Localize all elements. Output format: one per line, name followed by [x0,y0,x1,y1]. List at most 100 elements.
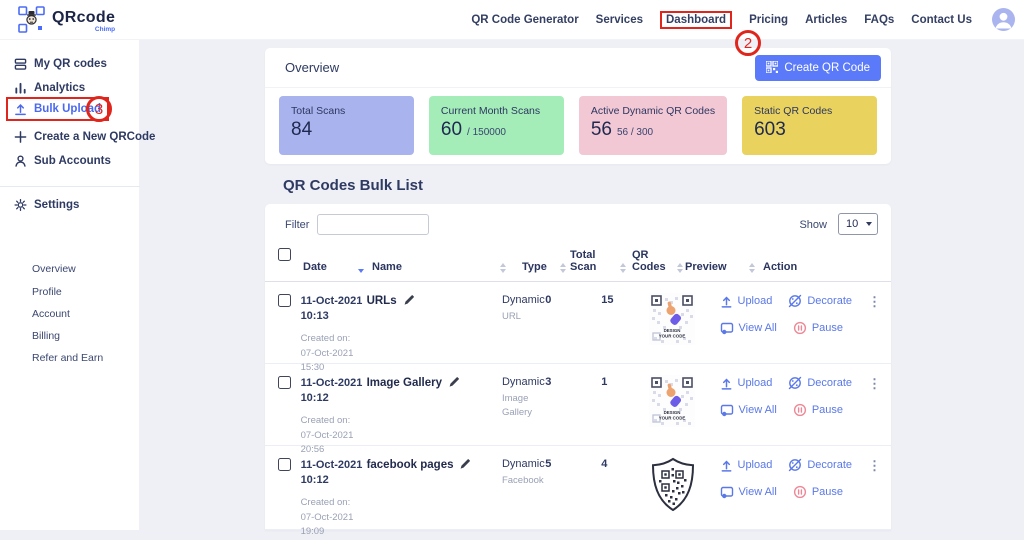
sidebar-item-settings[interactable]: Settings [14,195,79,215]
pause-button[interactable]: Pause [793,321,843,335]
sidebar-item-label: Create a New QRCode [34,131,156,143]
nav-item-services[interactable]: Services [595,14,643,26]
brand-logo[interactable]: QRcode Chimp [18,6,115,38]
sort-name-icon[interactable] [500,263,506,274]
bulk-list-card: Filter Show 10 Date Name Type Total Scan… [265,204,891,537]
row-type: Dynamic [501,376,545,388]
stat-card-active-dynamic-qr-codes: Active Dynamic QR Codes 56 56 / 300 [578,96,728,155]
kebab-menu-icon[interactable]: ⋮ [868,293,881,309]
edit-pencil-icon[interactable] [459,458,471,473]
view-all-button[interactable]: View All [720,486,777,499]
chevron-down-icon [866,222,872,226]
decorate-button[interactable]: Decorate [788,458,852,472]
decorate-button[interactable]: Decorate [788,376,852,390]
sidebar-item-analytics[interactable]: Analytics [14,78,85,98]
nav-item-pricing[interactable]: Pricing [749,14,789,26]
sidebar-item-label: Sub Accounts [34,155,111,167]
row-total-scan: 5 [545,458,552,470]
sort-qr-codes-icon[interactable] [677,263,683,274]
row-subtype: Image Gallery [501,393,533,419]
nav-item-contact-us[interactable]: Contact Us [911,14,972,26]
edit-pencil-icon[interactable] [403,294,415,309]
create-qr-code-button[interactable]: Create QR Code [755,55,881,81]
sidebar-item-my-qr-codes[interactable]: My QR codes [14,54,107,74]
view-all-button[interactable]: View All [720,322,777,335]
svg-text:YOUR CODE: YOUR CODE [659,416,686,421]
sidebar-item-label: Analytics [34,82,86,94]
qr-preview-thumbnail[interactable]: DESIGN YOUR CODE [649,375,696,445]
edit-pencil-icon[interactable] [448,376,460,391]
row-checkbox[interactable] [278,294,291,307]
filter-input[interactable] [317,214,429,235]
upload-icon [14,102,27,116]
row-qr-codes: 1 [601,376,608,388]
svg-text:YOUR CODE: YOUR CODE [659,334,686,339]
sidebar-item-profile[interactable]: Profile [32,286,62,298]
row-total-scan: 3 [545,376,552,388]
sort-date-icon[interactable] [358,269,364,274]
row-name: URLs [366,295,397,307]
view-all-button[interactable]: View All [720,404,777,417]
column-action: Action [763,261,798,274]
select-all-checkbox[interactable] [278,248,291,261]
gear-icon [14,198,27,212]
sidebar-item-sub-accounts[interactable]: Sub Accounts [14,151,111,171]
nav-item-articles[interactable]: Articles [805,14,848,26]
show-select[interactable]: 10 [838,213,878,235]
sidebar-item-refer-and-earn[interactable]: Refer and Earn [32,352,104,364]
row-type: Dynamic [501,458,545,470]
row-checkbox[interactable] [278,458,291,471]
upload-button[interactable]: Upload [720,377,772,390]
stat-card-total-scans: Total Scans 84 [279,96,414,155]
sidebar: My QR codes Analytics Bulk Upload Create… [0,40,155,530]
annotation-step-2: 2 [735,30,761,56]
row-date: 11-Oct-2021 10:12 [300,459,363,487]
pause-button[interactable]: Pause [793,485,843,499]
column-type: Type [522,261,547,274]
row-date: 11-Oct-2021 10:12 [300,377,363,405]
qr-preview-thumbnail[interactable]: DESIGN YOUR CODE [649,293,696,363]
qr-cards-icon [14,57,27,71]
kebab-menu-icon[interactable]: ⋮ [868,375,881,391]
column-name: Name [372,261,402,274]
upload-button[interactable]: Upload [720,459,772,472]
stats-row: Total Scans 84 Current Month Scans 60/ 1… [279,96,878,155]
logo-subtitle: Chimp [94,26,116,34]
bar-chart-icon [14,81,27,95]
sort-type-icon[interactable] [560,263,566,274]
column-qr-codes: QR Codes [632,248,666,274]
row-checkbox[interactable] [278,376,291,389]
nav-item-faqs[interactable]: FAQs [864,14,895,26]
sort-preview-icon[interactable] [749,263,755,274]
row-name: facebook pages [366,459,454,471]
sidebar-item-billing[interactable]: Billing [32,330,61,342]
upload-button[interactable]: Upload [720,295,772,308]
row-name: Image Gallery [366,377,442,389]
filter-label: Filter [285,219,310,231]
row-qr-codes: 15 [601,294,614,306]
sort-total-scan-icon[interactable] [620,263,626,274]
sidebar-item-overview[interactable]: Overview [32,263,76,275]
main-nav: QR Code Generator Services Dashboard Pri… [471,0,972,40]
row-date: 11-Oct-2021 10:13 [300,295,363,323]
pause-button[interactable]: Pause [793,403,843,417]
svg-text:DESIGN: DESIGN [664,410,681,415]
user-avatar[interactable] [992,8,1015,31]
sidebar-item-label: My QR codes [34,58,107,70]
column-preview: Preview [685,261,727,274]
svg-text:DESIGN: DESIGN [664,328,681,333]
row-subtype: Facebook [501,475,544,486]
sidebar-item-account[interactable]: Account [32,308,70,320]
logo-title: QRcode [52,9,116,27]
annotation-step-3: 3 [86,96,112,122]
nav-item-dashboard[interactable]: Dashboard [660,11,733,29]
decorate-button[interactable]: Decorate [788,294,852,308]
nav-item-qr-code-generator[interactable]: QR Code Generator [471,14,579,26]
kebab-menu-icon[interactable]: ⋮ [868,457,881,473]
table-row: 11-Oct-2021 10:12 Created on: 07-Oct-202… [265,364,891,455]
sidebar-item-create-qrcode[interactable]: Create a New QRCode [14,127,155,147]
column-total-scan: Total Scan [570,248,597,274]
table-header: Date Name Type Total Scan QR Codes Previ… [265,242,891,282]
row-total-scan: 0 [545,294,552,306]
qr-shield-preview-thumbnail[interactable] [649,457,697,529]
